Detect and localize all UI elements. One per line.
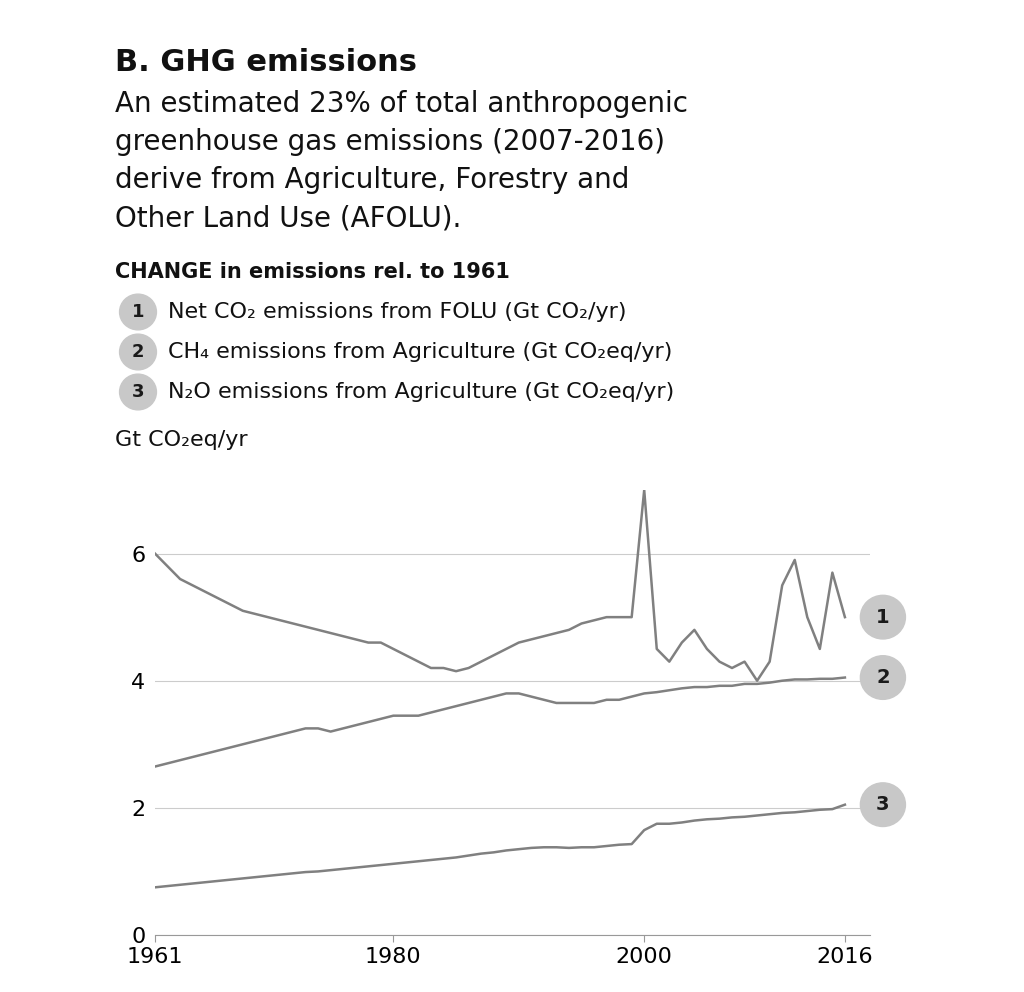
Text: greenhouse gas emissions (2007-2016): greenhouse gas emissions (2007-2016) — [115, 128, 665, 156]
Text: 1: 1 — [877, 608, 890, 627]
Text: 1: 1 — [132, 303, 144, 321]
Text: 3: 3 — [877, 796, 890, 814]
Text: 2: 2 — [877, 668, 890, 687]
Text: derive from Agriculture, Forestry and: derive from Agriculture, Forestry and — [115, 166, 630, 194]
Text: N₂O emissions from Agriculture (Gt CO₂eq/yr): N₂O emissions from Agriculture (Gt CO₂eq… — [168, 382, 674, 402]
Text: 3: 3 — [132, 383, 144, 401]
Text: Gt CO₂eq/yr: Gt CO₂eq/yr — [115, 430, 248, 450]
Text: Other Land Use (AFOLU).: Other Land Use (AFOLU). — [115, 204, 462, 232]
Text: 2: 2 — [132, 343, 144, 361]
Text: CHANGE in emissions rel. to 1961: CHANGE in emissions rel. to 1961 — [115, 262, 510, 282]
Text: CH₄ emissions from Agriculture (Gt CO₂eq/yr): CH₄ emissions from Agriculture (Gt CO₂eq… — [168, 342, 673, 362]
Text: An estimated 23% of total anthropogenic: An estimated 23% of total anthropogenic — [115, 90, 688, 118]
Text: B. GHG emissions: B. GHG emissions — [115, 48, 417, 77]
Text: Net CO₂ emissions from FOLU (Gt CO₂/yr): Net CO₂ emissions from FOLU (Gt CO₂/yr) — [168, 302, 627, 322]
